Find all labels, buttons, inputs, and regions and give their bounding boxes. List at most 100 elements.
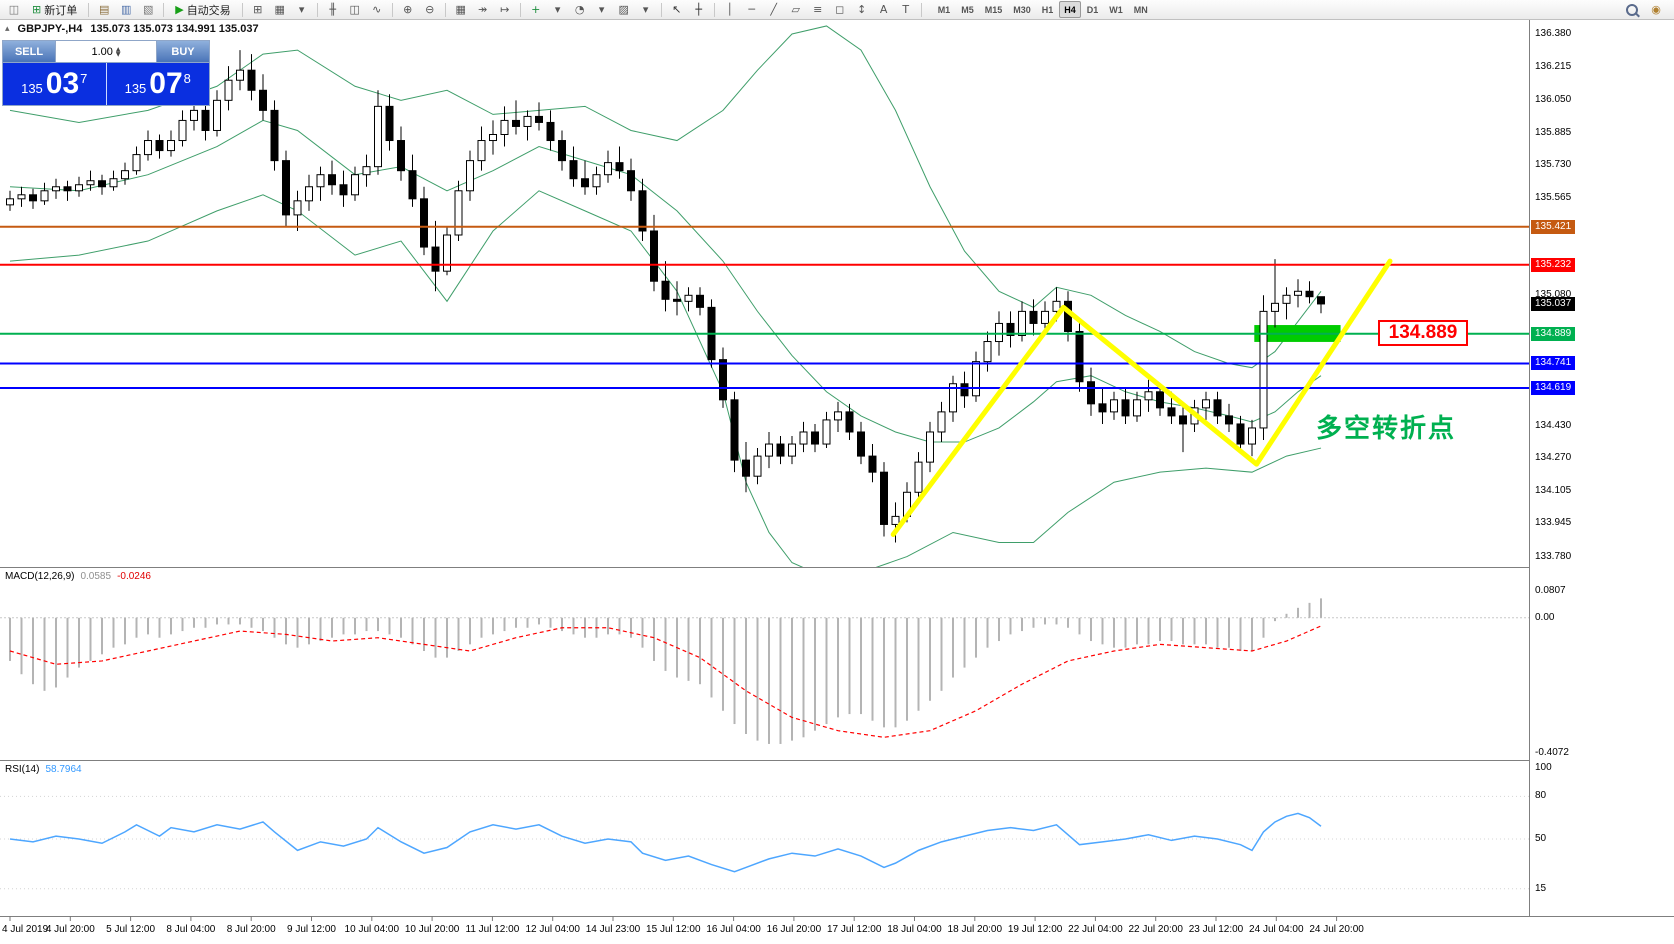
time-axis-label: 12 Jul 04:00: [525, 924, 580, 935]
candlestick-chart-icon: ◫: [349, 3, 360, 16]
indicators-caret-icon[interactable]: ▾: [548, 1, 568, 19]
line-chart-icon[interactable]: ∿: [367, 1, 387, 19]
time-axis-label: 19 Jul 12:00: [1007, 924, 1063, 935]
time-axis-label: 10 Jul 04:00: [344, 924, 400, 935]
ohlc-values: 135.073 135.073 134.991 135.037: [90, 23, 259, 35]
timeframe-button-m30[interactable]: M30: [1013, 4, 1031, 15]
vertical-line-icon[interactable]: │: [720, 1, 740, 19]
candlestick-chart-icon[interactable]: ◫: [345, 1, 365, 19]
crosshair-icon[interactable]: ┼: [689, 1, 709, 19]
macd-value: 0.0585: [80, 571, 112, 582]
volume-up-button[interactable]: ▲: [115, 45, 121, 53]
templates-caret-icon: ▾: [642, 3, 649, 16]
market-watch-icon[interactable]: ▤: [94, 1, 114, 19]
rsi-scale-label: 50: [1535, 833, 1547, 844]
bid-price[interactable]: 135 03 7: [3, 63, 106, 105]
timeframe-button-d1[interactable]: D1: [1086, 4, 1099, 15]
autotrading-button-label: 自动交易: [186, 4, 231, 17]
chart-window-icon: ◫: [8, 3, 20, 16]
data-window-icon[interactable]: ▥: [116, 1, 136, 19]
navigator-icon[interactable]: ▧: [138, 1, 158, 19]
price-scale[interactable]: 136.380 136.215 136.050 135.885 135.730 135.5…: [1529, 20, 1674, 916]
price-scale-label: 133.780: [1535, 550, 1572, 562]
buy-button[interactable]: BUY: [157, 41, 209, 62]
chart-window-icon[interactable]: ◫: [4, 1, 24, 19]
time-axis-label: 10 Jul 20:00: [404, 924, 460, 935]
text-label-icon[interactable]: T: [896, 1, 916, 19]
chart-profiles-icon[interactable]: ▦: [270, 1, 290, 19]
one-click-trading-panel: SELL 1.00 ▲ ▼ BUY 135 03 7 135 07 8: [2, 40, 210, 106]
profiles-caret-icon[interactable]: ▾: [292, 1, 312, 19]
price-scale-label: 136.380: [1535, 28, 1572, 39]
time-axis-label: 4 Jul 2019: [2, 924, 49, 935]
indicators-icon[interactable]: +: [526, 1, 546, 19]
ask-sup: 8: [183, 70, 191, 86]
channel-icon[interactable]: ▱: [786, 1, 806, 19]
time-axis-label: 18 Jul 04:00: [887, 924, 942, 935]
text-icon[interactable]: A: [874, 1, 894, 19]
toolbar-separator: [920, 2, 922, 17]
shapes-icon[interactable]: ◻: [830, 1, 850, 19]
community-icon[interactable]: ◉: [1646, 1, 1666, 19]
price-scale-label: 135.885: [1535, 127, 1572, 139]
price-marker-label: 135.421: [1531, 219, 1576, 234]
line-chart-icon: ∿: [372, 3, 382, 16]
crosshair-icon: ┼: [695, 3, 702, 16]
horizontal-line-icon[interactable]: ─: [742, 1, 762, 19]
volume-down-button[interactable]: ▼: [115, 50, 121, 58]
new-order-button[interactable]: ⊞ 新订单: [26, 1, 83, 19]
autotrading-button[interactable]: ▶ 自动交易: [169, 1, 236, 19]
arrows-icon[interactable]: ↕: [852, 1, 872, 19]
timeframe-button-mn[interactable]: MN: [1133, 4, 1148, 15]
zoom-out-icon[interactable]: ⊖: [420, 1, 440, 19]
templates-caret-icon[interactable]: ▾: [636, 1, 656, 19]
toolbar-separator: [241, 2, 243, 17]
toolbar-separator: [660, 2, 662, 17]
rsi-scale-label: 15: [1535, 882, 1547, 894]
timeframe-button-m15[interactable]: M15: [984, 4, 1003, 15]
price-callout-label[interactable]: 134.889: [1378, 320, 1468, 346]
rsi-value: 58.7964: [45, 764, 82, 775]
chart-shift-icon[interactable]: ↦: [495, 1, 515, 19]
auto-scroll-icon[interactable]: ↠: [473, 1, 493, 19]
zoom-in-icon[interactable]: ⊕: [398, 1, 418, 19]
periods-icon: ◔: [574, 3, 585, 16]
ask-price[interactable]: 135 07 8: [105, 63, 210, 105]
volume-input[interactable]: 1.00 ▲ ▼: [55, 41, 157, 62]
chart-canvas[interactable]: [0, 20, 1674, 943]
volume-value: 1.00: [91, 45, 113, 58]
macd-panel[interactable]: [0, 567, 1529, 761]
rsi-panel[interactable]: [0, 760, 1529, 917]
periods-caret-icon[interactable]: ▾: [592, 1, 612, 19]
timeframe-button-h4[interactable]: H4: [1059, 1, 1081, 18]
macd-indicator-label: MACD(12,26,9) 0.0585 -0.0246: [5, 571, 151, 582]
new-chart-icon[interactable]: ⊞: [248, 1, 268, 19]
price-marker-label: 135.232: [1531, 257, 1576, 272]
zoom-in-icon: ⊕: [403, 3, 413, 16]
trendline-icon[interactable]: ╱: [764, 1, 784, 19]
sell-button[interactable]: SELL: [3, 41, 55, 62]
time-axis-label: 24 Jul 20:00: [1309, 924, 1364, 935]
timeframe-button-m1[interactable]: M1: [937, 4, 951, 15]
macd-scale-label: 0.00: [1535, 611, 1555, 623]
timeframe-button-w1[interactable]: W1: [1109, 4, 1123, 15]
bar-chart-icon[interactable]: ╫: [323, 1, 343, 19]
timeframe-button-h1[interactable]: H1: [1041, 4, 1054, 15]
time-axis-label: 22 Jul 04:00: [1068, 924, 1123, 935]
time-axis-label: 15 Jul 12:00: [646, 924, 701, 935]
market-watch-icon: ▤: [99, 3, 110, 16]
cursor-icon[interactable]: ↖: [667, 1, 687, 19]
text-label-icon: T: [902, 3, 910, 16]
time-axis[interactable]: 4 Jul 2019 4 Jul 20:00 5 Jul 12:00 8 Jul 04…: [0, 916, 1674, 944]
price-scale-label: 135.080: [1535, 289, 1572, 301]
cursor-icon: ↖: [672, 3, 682, 16]
tile-windows-icon[interactable]: ▦: [451, 1, 471, 19]
periods-icon[interactable]: ◔: [570, 1, 590, 19]
search-icon[interactable]: [1622, 1, 1642, 19]
chart-shift-icon: ↦: [500, 3, 510, 16]
toolbar-separator: [163, 2, 165, 17]
timeframe-button-m5[interactable]: M5: [961, 4, 974, 15]
fibonacci-icon[interactable]: ≡: [808, 1, 828, 19]
price-scale-label: 134.105: [1535, 485, 1572, 497]
templates-icon[interactable]: ▨: [614, 1, 634, 19]
